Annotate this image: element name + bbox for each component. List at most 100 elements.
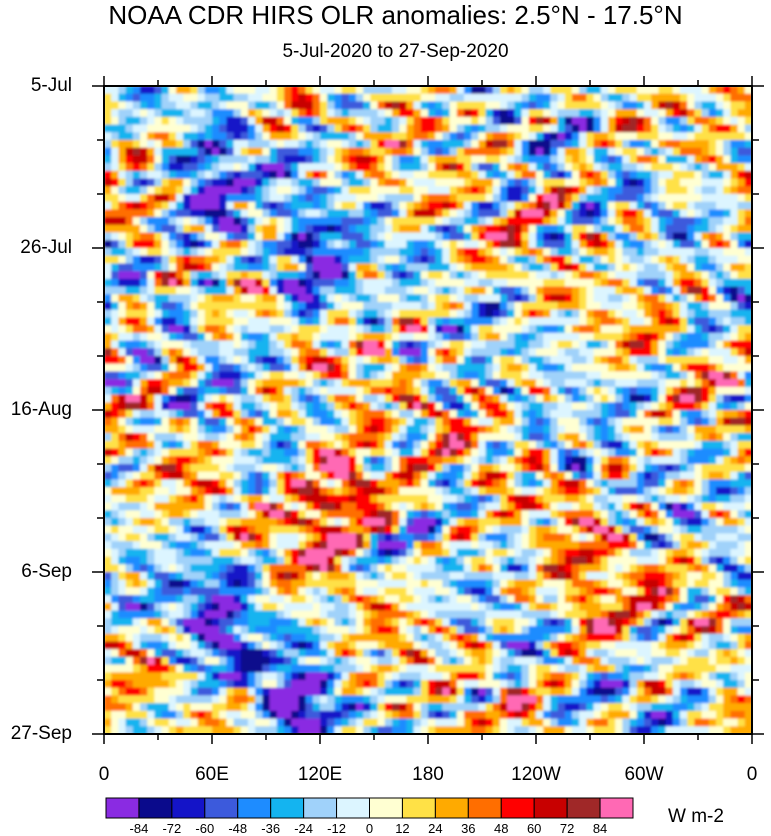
anomaly-cell	[558, 503, 566, 511]
anomaly-cell	[320, 456, 328, 464]
anomaly-cell	[723, 495, 731, 503]
anomaly-cell	[241, 217, 249, 225]
anomaly-cell	[284, 395, 292, 403]
anomaly-cell	[406, 217, 414, 225]
anomaly-cell	[349, 495, 357, 503]
anomaly-cell	[507, 179, 515, 187]
anomaly-cell	[716, 495, 724, 503]
anomaly-cell	[183, 503, 191, 511]
anomaly-cell	[522, 171, 530, 179]
anomaly-cell	[723, 132, 731, 140]
anomaly-cell	[738, 271, 746, 279]
anomaly-cell	[630, 256, 638, 264]
anomaly-cell	[565, 387, 573, 395]
anomaly-cell	[133, 140, 141, 148]
anomaly-cell	[730, 472, 738, 480]
anomaly-cell	[464, 479, 472, 487]
anomaly-cell	[255, 179, 263, 187]
anomaly-cell	[104, 86, 112, 94]
anomaly-cell	[133, 479, 141, 487]
anomaly-cell	[507, 464, 515, 472]
anomaly-cell	[392, 487, 400, 495]
anomaly-cell	[522, 395, 530, 403]
anomaly-cell	[500, 317, 508, 325]
anomaly-cell	[471, 364, 479, 372]
anomaly-cell	[558, 194, 566, 202]
anomaly-cell	[327, 287, 335, 295]
anomaly-cell	[349, 140, 357, 148]
anomaly-cell	[176, 387, 184, 395]
anomaly-cell	[442, 117, 450, 125]
anomaly-cell	[608, 240, 616, 248]
anomaly-cell	[226, 341, 234, 349]
anomaly-cell	[255, 310, 263, 318]
anomaly-cell	[601, 317, 609, 325]
anomaly-cell	[414, 179, 422, 187]
anomaly-cell	[284, 356, 292, 364]
anomaly-cell	[356, 441, 364, 449]
anomaly-cell	[486, 287, 494, 295]
anomaly-cell	[586, 472, 594, 480]
anomaly-cell	[435, 317, 443, 325]
anomaly-cell	[687, 410, 695, 418]
anomaly-cell	[615, 294, 623, 302]
anomaly-cell	[514, 410, 522, 418]
anomaly-cell	[507, 317, 515, 325]
anomaly-cell	[349, 171, 357, 179]
anomaly-cell	[147, 310, 155, 318]
anomaly-cell	[543, 109, 551, 117]
anomaly-cell	[514, 194, 522, 202]
anomaly-cell	[212, 94, 220, 102]
anomaly-cell	[594, 479, 602, 487]
anomaly-cell	[586, 225, 594, 233]
anomaly-cell	[421, 140, 429, 148]
anomaly-cell	[248, 240, 256, 248]
anomaly-cell	[255, 456, 263, 464]
anomaly-cell	[270, 179, 278, 187]
anomaly-cell	[536, 464, 544, 472]
anomaly-cell	[378, 425, 386, 433]
anomaly-cell	[514, 125, 522, 133]
anomaly-cell	[126, 441, 134, 449]
anomaly-cell	[406, 341, 414, 349]
anomaly-cell	[169, 418, 177, 426]
anomaly-cell	[198, 487, 206, 495]
anomaly-cell	[270, 456, 278, 464]
anomaly-cell	[126, 163, 134, 171]
anomaly-cell	[356, 225, 364, 233]
anomaly-cell	[702, 487, 710, 495]
anomaly-cell	[514, 179, 522, 187]
anomaly-cell	[392, 379, 400, 387]
anomaly-cell	[586, 425, 594, 433]
anomaly-cell	[385, 449, 393, 457]
anomaly-cell	[630, 418, 638, 426]
anomaly-cell	[666, 317, 674, 325]
anomaly-cell	[550, 495, 558, 503]
anomaly-cell	[658, 117, 666, 125]
anomaly-cell	[442, 418, 450, 426]
anomaly-cell	[680, 348, 688, 356]
anomaly-cell	[622, 356, 630, 364]
anomaly-cell	[637, 356, 645, 364]
anomaly-cell	[673, 248, 681, 256]
anomaly-cell	[594, 464, 602, 472]
anomaly-cell	[471, 209, 479, 217]
anomaly-cell	[162, 333, 170, 341]
anomaly-cell	[622, 495, 630, 503]
anomaly-cell	[471, 379, 479, 387]
anomaly-cell	[262, 425, 270, 433]
anomaly-cell	[428, 287, 436, 295]
anomaly-cell	[536, 186, 544, 194]
anomaly-cell	[118, 294, 126, 302]
anomaly-cell	[514, 379, 522, 387]
anomaly-cell	[176, 418, 184, 426]
anomaly-cell	[464, 495, 472, 503]
anomaly-cell	[543, 163, 551, 171]
anomaly-cell	[234, 425, 242, 433]
anomaly-cell	[594, 418, 602, 426]
anomaly-cell	[183, 379, 191, 387]
anomaly-cell	[342, 472, 350, 480]
anomaly-cell	[118, 325, 126, 333]
anomaly-cell	[694, 356, 702, 364]
anomaly-cell	[673, 418, 681, 426]
